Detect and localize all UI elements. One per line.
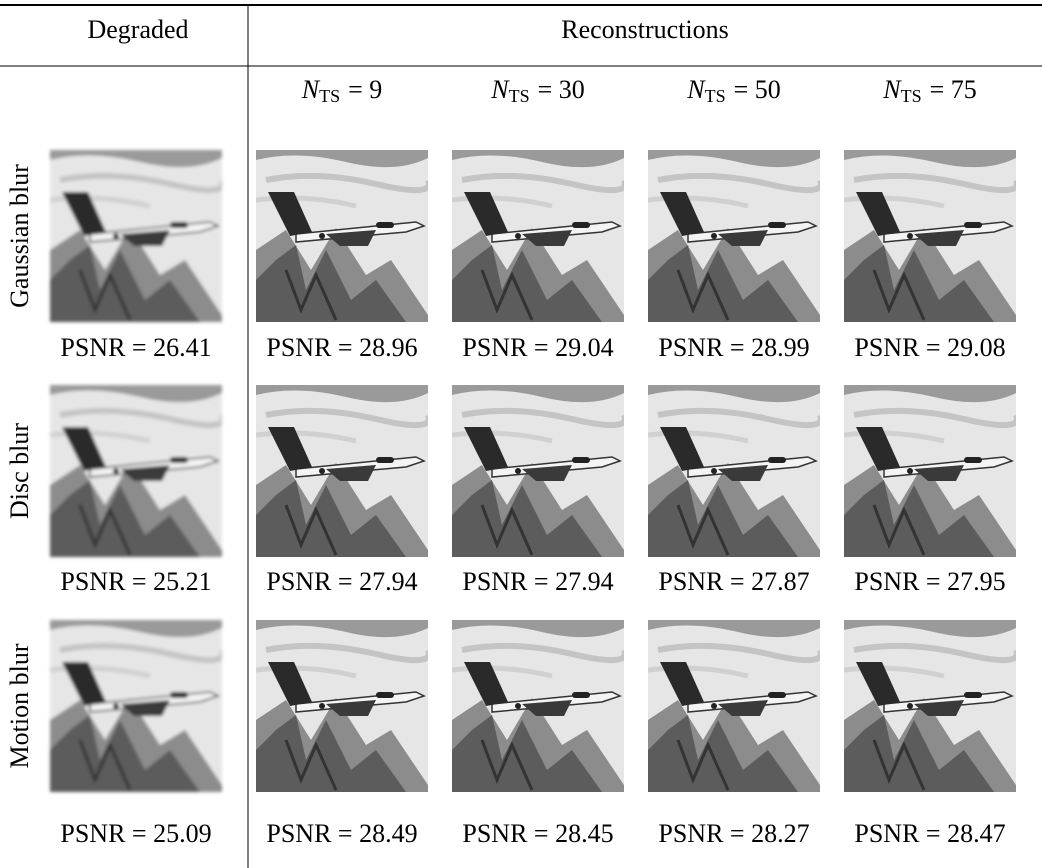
psnr-label: PSNR = 28.96 <box>266 333 417 362</box>
symbol: N <box>490 75 510 104</box>
subscript: TS <box>319 86 340 106</box>
degraded-header: Degraded <box>87 15 188 44</box>
column-header: NTS = 50 <box>686 75 781 106</box>
subscript: TS <box>901 86 922 106</box>
image <box>844 150 1017 322</box>
image <box>648 150 821 322</box>
image <box>50 620 223 792</box>
row-label: Motion blur <box>5 643 34 768</box>
psnr-label: PSNR = 27.94 <box>266 567 417 596</box>
psnr-label: PSNR = 28.45 <box>462 819 613 848</box>
relation: = 75 <box>930 75 977 104</box>
image <box>452 385 625 557</box>
reconstructions-header: Reconstructions <box>561 15 729 44</box>
image <box>256 385 429 557</box>
psnr-label: PSNR = 28.27 <box>658 819 809 848</box>
image <box>50 385 223 557</box>
psnr-label: PSNR = 28.47 <box>854 819 1005 848</box>
psnr-label: PSNR = 27.87 <box>658 567 809 596</box>
column-header: NTS = 9 <box>301 75 383 106</box>
subscript: TS <box>509 86 530 106</box>
symbol: N <box>301 75 321 104</box>
image <box>844 620 1017 792</box>
image <box>256 620 429 792</box>
psnr-label: PSNR = 28.49 <box>266 819 417 848</box>
image <box>50 150 223 322</box>
image <box>648 620 821 792</box>
image <box>452 620 625 792</box>
psnr-label: PSNR = 27.94 <box>462 567 613 596</box>
relation: = 50 <box>734 75 781 104</box>
image <box>844 385 1017 557</box>
psnr-label: PSNR = 29.08 <box>854 333 1005 362</box>
symbol: N <box>882 75 902 104</box>
column-header: NTS = 75 <box>882 75 977 106</box>
figure: Degraded Reconstructions NTS= 9NTS= 30NT… <box>0 0 1042 868</box>
subscript: TS <box>705 86 726 106</box>
image <box>256 150 429 322</box>
column-header: NTS = 30 <box>490 75 585 106</box>
psnr-label: PSNR = 26.41 <box>60 333 211 362</box>
psnr-label: PSNR = 28.99 <box>658 333 809 362</box>
psnr-label: PSNR = 25.21 <box>60 567 211 596</box>
row-label: Gaussian blur <box>5 164 34 308</box>
image <box>452 150 625 322</box>
psnr-label: PSNR = 29.04 <box>462 333 613 362</box>
relation: = 9 <box>348 75 382 104</box>
psnr-label: PSNR = 27.95 <box>854 567 1005 596</box>
psnr-label: PSNR = 25.09 <box>60 819 211 848</box>
relation: = 30 <box>538 75 585 104</box>
image <box>648 385 821 557</box>
row-label: Disc blur <box>5 423 34 519</box>
symbol: N <box>686 75 706 104</box>
